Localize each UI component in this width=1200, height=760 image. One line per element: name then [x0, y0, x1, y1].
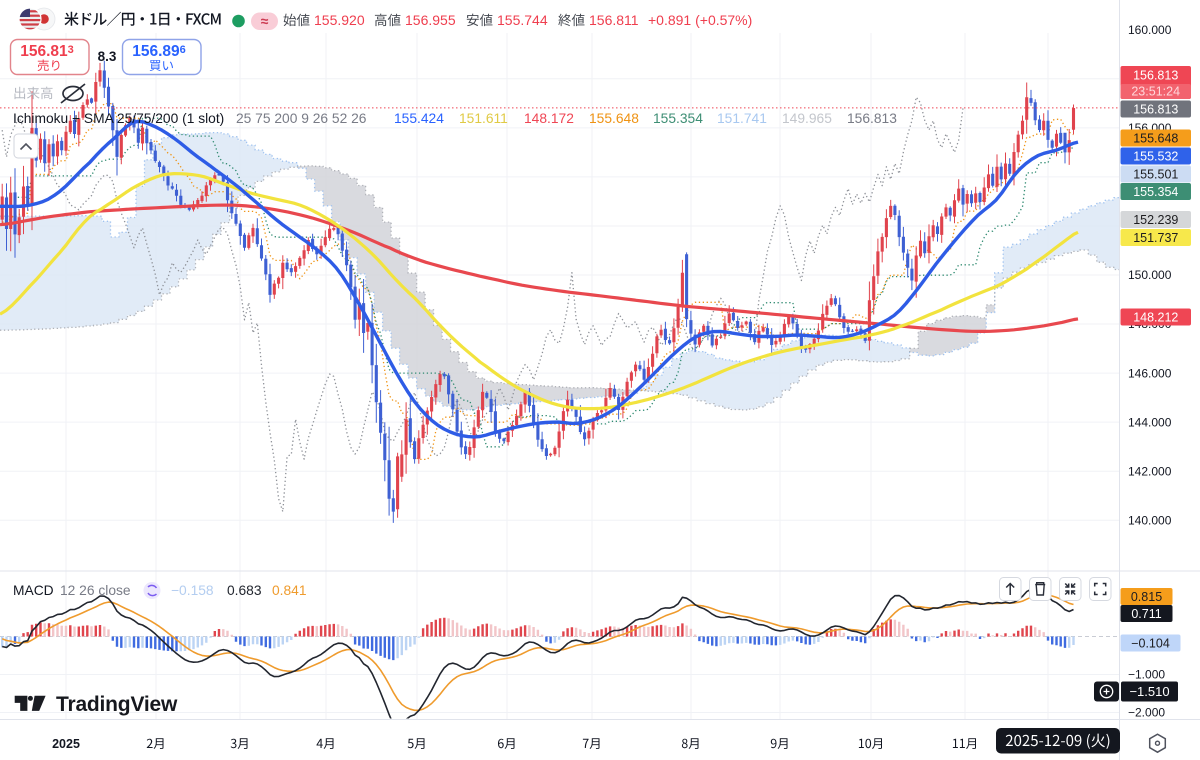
svg-text:146.000: 146.000: [1128, 366, 1172, 380]
svg-text:≈: ≈: [261, 13, 269, 29]
svg-text:151.737: 151.737: [1133, 231, 1178, 245]
svg-text:155.648: 155.648: [1133, 131, 1178, 145]
svg-text:156.813: 156.813: [1133, 102, 1178, 116]
svg-text:144.000: 144.000: [1128, 415, 1172, 429]
svg-text:155.532: 155.532: [1133, 149, 1178, 163]
svg-text:155.744: 155.744: [497, 12, 548, 28]
svg-text:−0.158: −0.158: [171, 583, 214, 598]
svg-text:155.920: 155.920: [314, 12, 365, 28]
svg-text:148.212: 148.212: [1133, 310, 1178, 324]
svg-text:142.000: 142.000: [1128, 464, 1172, 478]
svg-text:160.000: 160.000: [1128, 23, 1172, 37]
svg-text:156.813: 156.813: [1133, 69, 1178, 83]
svg-text:140.000: 140.000: [1128, 513, 1172, 527]
svg-text:−2.000: −2.000: [1128, 706, 1165, 720]
svg-text:156.955: 156.955: [405, 12, 456, 28]
svg-text:156.813: 156.813: [20, 43, 74, 60]
svg-text:TradingView: TradingView: [56, 693, 178, 716]
svg-text:156.896: 156.896: [132, 43, 186, 60]
svg-text:155.354: 155.354: [1133, 185, 1178, 199]
svg-text:−1.510: −1.510: [1129, 684, 1169, 699]
svg-text:152.239: 152.239: [1133, 213, 1178, 227]
svg-text:−1.000: −1.000: [1128, 668, 1165, 682]
svg-text:8.3: 8.3: [98, 49, 117, 64]
svg-text:0.711: 0.711: [1131, 607, 1161, 621]
svg-text:155.501: 155.501: [1133, 167, 1178, 181]
svg-text:150.000: 150.000: [1128, 268, 1172, 282]
svg-text:23:51:24: 23:51:24: [1131, 85, 1180, 99]
svg-text:−0.104: −0.104: [1131, 636, 1170, 650]
svg-text:0.841: 0.841: [272, 583, 307, 598]
svg-text:156.811: 156.811: [589, 12, 639, 28]
svg-text:+0.891 (+0.57%): +0.891 (+0.57%): [648, 12, 752, 28]
svg-text:0.815: 0.815: [1131, 590, 1162, 604]
svg-text:2025: 2025: [52, 737, 80, 751]
svg-text:0.683: 0.683: [227, 583, 262, 598]
